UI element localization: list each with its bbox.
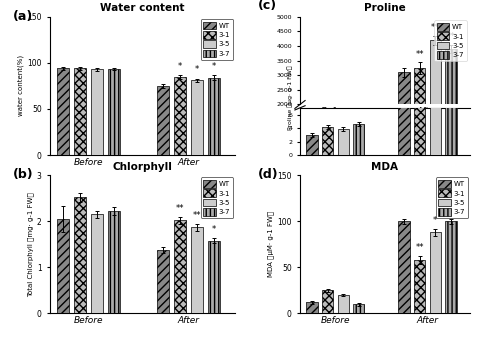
Bar xyxy=(74,197,86,313)
Bar xyxy=(414,260,426,313)
Bar xyxy=(306,135,318,155)
Bar xyxy=(74,68,86,155)
Title: Proline: Proline xyxy=(364,3,406,13)
Bar xyxy=(208,241,220,313)
Text: *: * xyxy=(195,65,200,74)
Bar xyxy=(322,290,334,313)
Text: **: ** xyxy=(416,50,424,59)
Bar xyxy=(398,0,410,155)
Bar xyxy=(338,295,349,313)
Bar xyxy=(414,68,426,163)
Text: **: ** xyxy=(416,243,424,252)
Bar xyxy=(91,214,103,313)
Bar xyxy=(306,302,318,313)
Bar xyxy=(353,124,364,155)
Y-axis label: Total Chlorphyll （mg· g-1 FW）: Total Chlorphyll （mg· g-1 FW） xyxy=(28,192,34,297)
Bar xyxy=(445,0,456,155)
Title: MDA: MDA xyxy=(372,162,398,172)
Y-axis label: MDA （μM· g-1 FW）: MDA （μM· g-1 FW） xyxy=(268,211,274,277)
Text: (c): (c) xyxy=(258,0,276,12)
Bar xyxy=(191,227,203,313)
Title: Water content: Water content xyxy=(100,3,185,13)
Legend: WT, 3-1, 3-5, 3-7: WT, 3-1, 3-5, 3-7 xyxy=(434,20,466,61)
Bar xyxy=(108,211,120,313)
Bar xyxy=(208,78,220,155)
Bar xyxy=(398,72,410,163)
Legend: WT, 3-1, 3-5, 3-7: WT, 3-1, 3-5, 3-7 xyxy=(436,177,468,218)
Text: *: * xyxy=(212,62,216,71)
Bar xyxy=(322,127,334,155)
Bar xyxy=(430,0,441,155)
Legend: WT, 3-1, 3-5, 3-7: WT, 3-1, 3-5, 3-7 xyxy=(200,19,233,60)
Bar xyxy=(398,221,410,313)
Bar xyxy=(338,129,349,155)
Bar xyxy=(157,250,170,313)
Bar xyxy=(91,69,103,155)
Text: **: ** xyxy=(176,204,184,213)
Text: (d): (d) xyxy=(258,168,278,181)
Bar xyxy=(174,220,186,313)
Text: **: ** xyxy=(193,211,202,220)
Text: **: ** xyxy=(446,32,455,41)
Bar xyxy=(353,304,364,313)
Bar xyxy=(445,221,456,313)
Bar xyxy=(174,77,186,155)
Bar xyxy=(108,69,120,155)
Text: Proline （μg· g-1 FW）: Proline （μg· g-1 FW） xyxy=(288,65,293,130)
Bar xyxy=(191,81,203,155)
Legend: WT, 3-1, 3-5, 3-7: WT, 3-1, 3-5, 3-7 xyxy=(200,177,233,218)
Bar xyxy=(445,49,456,163)
Text: **: ** xyxy=(431,23,440,32)
Bar xyxy=(430,40,441,163)
Text: *: * xyxy=(433,216,438,224)
Title: Chlorphyll: Chlorphyll xyxy=(112,162,172,172)
Text: (a): (a) xyxy=(13,10,33,23)
Bar xyxy=(414,0,426,155)
Y-axis label: water content(%): water content(%) xyxy=(18,55,25,117)
Bar xyxy=(57,219,70,313)
Text: *: * xyxy=(178,62,182,71)
Bar xyxy=(430,232,441,313)
Bar xyxy=(157,86,170,155)
Bar xyxy=(57,68,70,155)
Text: (b): (b) xyxy=(13,168,34,181)
Text: *: * xyxy=(212,225,216,234)
